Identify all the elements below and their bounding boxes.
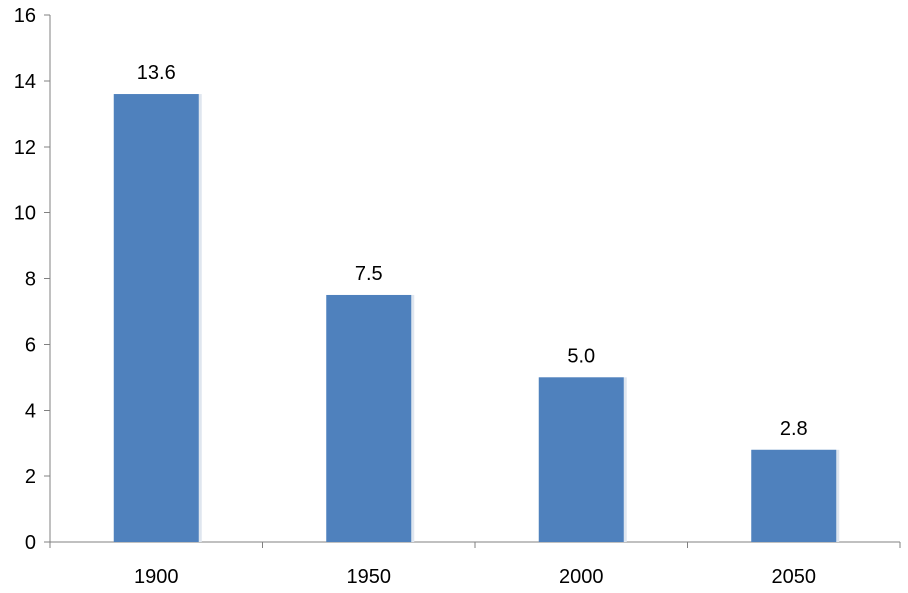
x-tick-label-2000: 2000 xyxy=(559,566,604,588)
y-tick-label: 6 xyxy=(25,334,36,356)
data-label-2000: 5.0 xyxy=(567,345,595,367)
bar-2000 xyxy=(538,377,624,542)
data-label-2050: 2.8 xyxy=(780,418,808,440)
y-tick-label: 2 xyxy=(25,466,36,488)
x-tick-label-1950: 1950 xyxy=(347,566,392,588)
x-tick-label-1900: 1900 xyxy=(134,566,179,588)
y-tick-label: 12 xyxy=(14,137,36,159)
y-tick-label: 0 xyxy=(25,532,36,554)
y-tick-label: 8 xyxy=(25,269,36,291)
y-axis: 0 2 4 6 8 10 12 14 16 xyxy=(14,5,51,554)
y-tick-label: 16 xyxy=(14,5,36,27)
x-tick-label-2050: 2050 xyxy=(772,566,817,588)
y-tick-label: 10 xyxy=(14,203,36,225)
data-label-1950: 7.5 xyxy=(355,263,383,285)
bar-1950 xyxy=(326,294,412,542)
y-tick-label: 14 xyxy=(14,71,36,93)
x-axis: 1900 1950 2000 2050 xyxy=(49,541,901,588)
bar-1900 xyxy=(113,94,199,543)
y-tick-label: 4 xyxy=(25,400,36,422)
bars xyxy=(113,94,840,543)
bar-2050 xyxy=(751,449,837,542)
data-label-1900: 13.6 xyxy=(137,62,176,84)
data-labels: 13.6 7.5 5.0 2.8 xyxy=(137,62,808,440)
